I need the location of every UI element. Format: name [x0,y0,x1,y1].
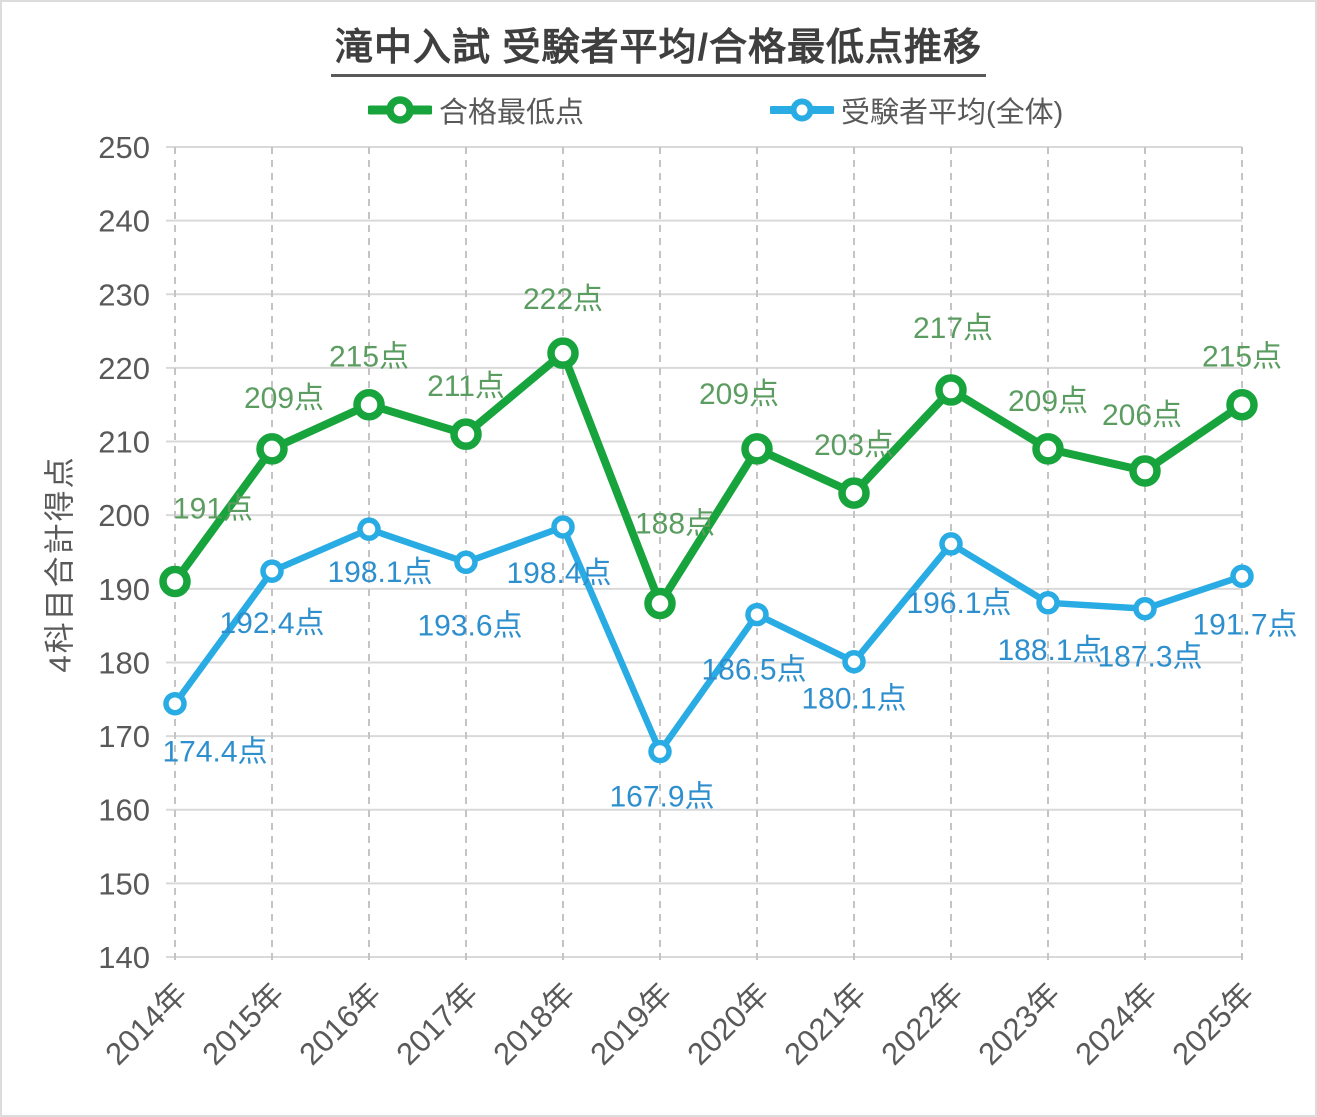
point-label: 188.1点 [997,634,1102,667]
x-tick-label: 2014年 [99,976,194,1071]
y-tick-label: 150 [98,866,150,901]
y-tick-label: 140 [98,940,150,975]
y-tick-label: 210 [98,425,150,460]
y-axis-tick-labels: 250 240 230 220 210 200 190 180 170 160 150 140 [98,130,150,975]
data-marker [163,691,187,716]
series-line [171,523,1246,755]
x-tick-label: 2025年 [1166,976,1261,1071]
point-label: 174.4点 [162,736,267,769]
legend-marker-blue-icon [770,98,834,122]
point-label: 186.5点 [701,654,806,687]
y-tick-label: 200 [98,498,150,533]
x-tick-label: 2017年 [390,976,485,1071]
point-label: 193.6点 [417,609,522,642]
point-label: 167.9点 [609,781,714,814]
vertical-gridlines [174,147,1243,966]
data-marker [547,337,579,369]
data-marker [1032,433,1064,465]
data-marker [935,374,967,406]
y-tick-label: 250 [98,130,150,165]
point-label: 215点 [1202,341,1282,374]
x-tick-label: 2020年 [681,976,776,1071]
point-label: 209点 [1008,385,1088,418]
x-tick-label: 2019年 [584,976,679,1071]
point-label: 187.3点 [1097,641,1202,674]
y-tick-label: 180 [98,645,150,680]
data-labels-passing-minimum: 191点209点215点211点222点188点209点203点217点209点… [173,283,1282,540]
x-tick-label: 2021年 [778,976,873,1071]
point-label: 198.1点 [327,556,432,589]
data-marker [159,565,191,598]
data-marker [450,418,482,450]
point-label: 191点 [173,492,253,525]
point-label: 209点 [244,382,324,415]
x-tick-label: 2016年 [293,976,388,1071]
x-axis-tick-labels: 2014年 2015年 2016年 2017年 2018年 2019年 2020年 2021年… [99,976,1261,1071]
point-label: 188点 [635,508,715,541]
data-marker [1129,455,1161,487]
point-label: 206点 [1102,399,1182,432]
x-tick-label: 2024年 [1069,976,1164,1071]
data-marker [551,515,575,539]
point-label: 217点 [913,312,993,345]
legend-item-passing-minimum: 合格最低点 [368,92,585,129]
data-marker [260,559,284,583]
data-marker [644,587,676,620]
x-tick-label: 2022年 [875,976,970,1071]
point-label: 198.4点 [506,557,611,590]
legend-label-examinee-average: 受験者平均(全体) [841,97,1064,129]
point-label: 192.4点 [219,607,324,640]
y-tick-label: 220 [98,351,150,386]
legend-ring [790,98,814,122]
point-label: 191.7点 [1192,608,1297,641]
data-marker [838,477,870,509]
horizontal-gridlines [166,146,1242,958]
legend-item-examinee-average: 受験者平均(全体) [770,92,1064,129]
y-tick-label: 190 [98,572,150,607]
legend-ring [386,96,414,124]
chart-title: 滝中入試 受験者平均/合格最低点推移 [330,16,987,77]
series-passing-minimum [159,337,1258,620]
x-tick-label: 2023年 [972,976,1067,1071]
point-label: 222点 [523,283,603,316]
y-tick-label: 240 [98,204,150,239]
data-marker [256,433,288,465]
legend-marker-green-icon [368,96,432,124]
point-label: 196.1点 [906,587,1011,620]
data-marker [454,550,478,575]
y-tick-label: 160 [98,793,150,828]
x-tick-label: 2018年 [487,976,582,1071]
point-label: 211点 [427,370,505,403]
data-marker [357,517,381,541]
legend-label-passing-minimum: 合格最低点 [439,97,585,129]
point-label: 215点 [329,341,409,374]
data-marker [842,649,866,674]
data-marker [648,739,672,764]
data-marker [1230,564,1254,589]
y-tick-label: 170 [98,719,150,754]
data-marker [353,388,385,421]
data-marker [1226,388,1258,421]
point-label: 209点 [699,378,779,411]
data-marker [1133,596,1157,621]
title-row: 滝中入試 受験者平均/合格最低点推移 [2,16,1315,77]
y-tick-label: 230 [98,277,150,312]
point-label: 203点 [814,429,894,462]
point-label: 180.1点 [801,683,906,716]
data-marker [1036,591,1060,615]
data-marker [741,433,773,465]
series-line [171,349,1246,608]
data-marker [745,602,769,627]
series-examinee-average [163,515,1254,764]
data-marker [939,532,963,556]
x-tick-label: 2015年 [196,976,291,1071]
